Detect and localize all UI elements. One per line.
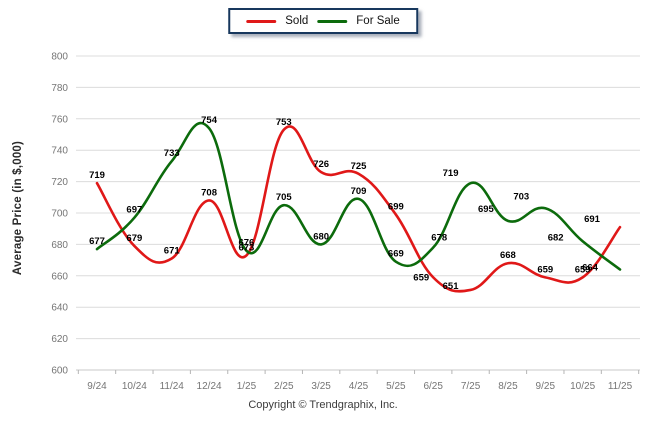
- y-tick-label: 720: [51, 177, 68, 188]
- data-label: 699: [388, 202, 404, 213]
- data-label: 677: [89, 236, 105, 247]
- x-tick-label: 6/25: [423, 381, 443, 392]
- y-tick-label: 700: [51, 209, 68, 220]
- sold-line: [95, 125, 622, 293]
- x-tick-label: 7/25: [461, 381, 481, 392]
- data-label: 691: [584, 214, 601, 225]
- data-label: 753: [276, 117, 292, 128]
- data-label: 719: [443, 168, 459, 179]
- data-label: 671: [164, 246, 181, 257]
- for-sale-line: [95, 121, 622, 271]
- data-label: 679: [126, 233, 142, 244]
- data-label: 659: [575, 264, 591, 275]
- y-tick-label: 740: [51, 146, 68, 157]
- data-label: 705: [276, 192, 293, 203]
- data-label: 726: [313, 159, 329, 170]
- legend: Sold For Sale: [228, 8, 418, 34]
- data-label: 680: [313, 231, 329, 242]
- y-tick-label: 780: [51, 83, 68, 94]
- x-tick-label: 2/25: [274, 381, 294, 392]
- legend-label-for-sale: For Sale: [356, 15, 400, 27]
- x-tick-label: 12/24: [197, 381, 222, 392]
- sold-line-swatch: [246, 19, 277, 23]
- x-tick-label: 11/25: [608, 381, 633, 392]
- y-tick-label: 640: [51, 303, 68, 314]
- data-label: 708: [201, 187, 217, 198]
- x-tick-label: 11/24: [160, 381, 185, 392]
- copyright: Copyright © Trendgraphix, Inc.: [248, 399, 398, 411]
- y-tick-label: 760: [51, 114, 68, 125]
- data-label: 682: [548, 232, 564, 243]
- x-tick-label: 10/24: [122, 381, 147, 392]
- data-label: 733: [164, 148, 180, 159]
- data-label: 709: [351, 186, 367, 197]
- y-tick-label: 660: [51, 271, 68, 282]
- x-tick-label: 4/25: [349, 381, 369, 392]
- data-label: 697: [126, 205, 142, 216]
- data-label: 659: [537, 264, 553, 275]
- data-label: 664: [582, 263, 599, 274]
- data-label: 719: [89, 170, 105, 181]
- x-tick-label: 10/25: [570, 381, 595, 392]
- data-label: 651: [443, 281, 460, 292]
- data-label: 676: [238, 238, 254, 249]
- data-label: 678: [431, 233, 447, 244]
- data-label: 669: [388, 249, 404, 260]
- y-tick-label: 600: [51, 366, 68, 377]
- x-tick-label: 5/25: [386, 381, 406, 392]
- data-label: 754: [201, 115, 218, 126]
- x-tick-label: 1/25: [237, 381, 257, 392]
- legend-label-sold: Sold: [285, 15, 309, 27]
- data-label: 695: [478, 204, 495, 215]
- data-label: 725: [351, 161, 368, 172]
- x-tick-label: 9/24: [87, 381, 107, 392]
- x-tick-label: 9/25: [536, 381, 556, 392]
- x-tick-label: 8/25: [498, 381, 518, 392]
- data-label: 659: [413, 272, 429, 283]
- y-tick-label: 680: [51, 240, 68, 251]
- y-tick-label: 800: [51, 52, 68, 63]
- y-tick-label: 620: [51, 334, 68, 345]
- data-label: 673: [238, 242, 254, 253]
- for-sale-line-swatch: [317, 19, 348, 23]
- data-label: 703: [513, 191, 529, 202]
- x-tick-label: 3/25: [311, 381, 331, 392]
- data-label: 668: [500, 250, 516, 261]
